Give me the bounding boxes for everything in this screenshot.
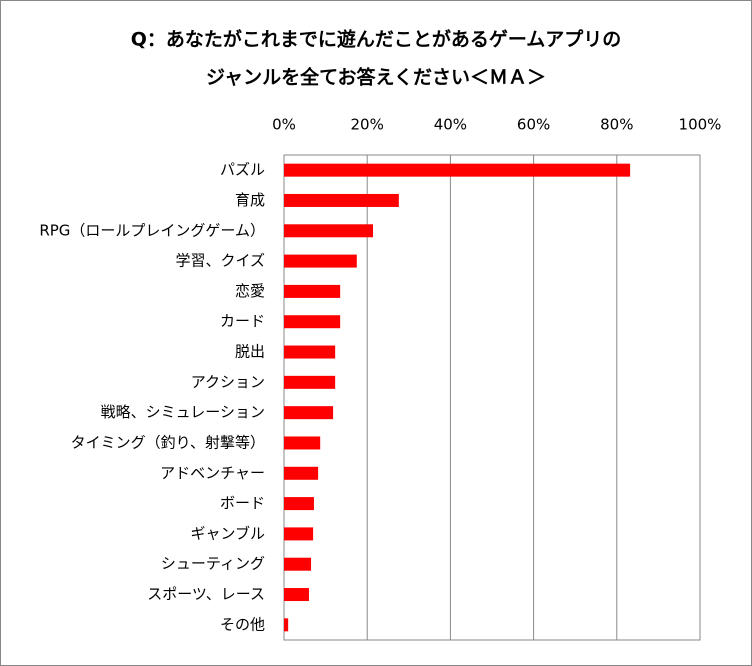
bar bbox=[284, 466, 319, 480]
bar bbox=[284, 375, 336, 389]
bar bbox=[284, 193, 399, 207]
bar bbox=[284, 588, 309, 602]
y-tick-label: 脱出 bbox=[235, 343, 265, 361]
y-tick-label: 恋愛 bbox=[235, 282, 265, 300]
bar bbox=[284, 284, 341, 298]
x-tick-label: 100% bbox=[679, 116, 722, 134]
x-tick-label: 40% bbox=[434, 116, 467, 134]
y-tick-label: 育成 bbox=[235, 191, 265, 209]
y-tick-label: その他 bbox=[220, 615, 265, 633]
bar bbox=[284, 315, 341, 329]
bar bbox=[284, 527, 314, 541]
y-tick-label: ギャンブル bbox=[190, 524, 265, 542]
bar bbox=[284, 436, 321, 450]
x-tick-label: 20% bbox=[351, 116, 384, 134]
x-tick-label: 60% bbox=[517, 116, 550, 134]
y-tick-label: アドベンチャー bbox=[160, 464, 265, 482]
y-tick-label: RPG（ロールプレイングゲーム） bbox=[39, 221, 265, 239]
bar bbox=[284, 557, 312, 571]
chart-title: Q：あなたがこれまでに遊んだことがあるゲームアプリの bbox=[131, 28, 622, 51]
bar bbox=[284, 163, 631, 177]
bar bbox=[284, 406, 334, 420]
y-tick-label: 学習、クイズ bbox=[175, 252, 265, 270]
bar bbox=[284, 345, 336, 359]
y-tick-label: ボード bbox=[220, 494, 265, 512]
bar bbox=[284, 497, 314, 511]
x-tick-label: 0% bbox=[272, 116, 296, 134]
bar bbox=[284, 254, 357, 268]
bar bbox=[284, 224, 374, 238]
y-tick-label: アクション bbox=[191, 373, 265, 391]
y-tick-label: タイミング（釣り、射撃等） bbox=[71, 433, 265, 451]
x-tick-label: 80% bbox=[600, 116, 633, 134]
y-tick-label: スポーツ、レース bbox=[147, 585, 265, 603]
chart-title: ジャンルを全てお答えください＜ＭＡ＞ bbox=[206, 66, 546, 89]
y-tick-label: カード bbox=[220, 312, 265, 330]
bar bbox=[284, 618, 289, 632]
y-tick-label: 戦略、シミュレーション bbox=[101, 403, 265, 421]
y-tick-label: シューティング bbox=[161, 555, 265, 573]
y-tick-label: パズル bbox=[220, 161, 265, 179]
